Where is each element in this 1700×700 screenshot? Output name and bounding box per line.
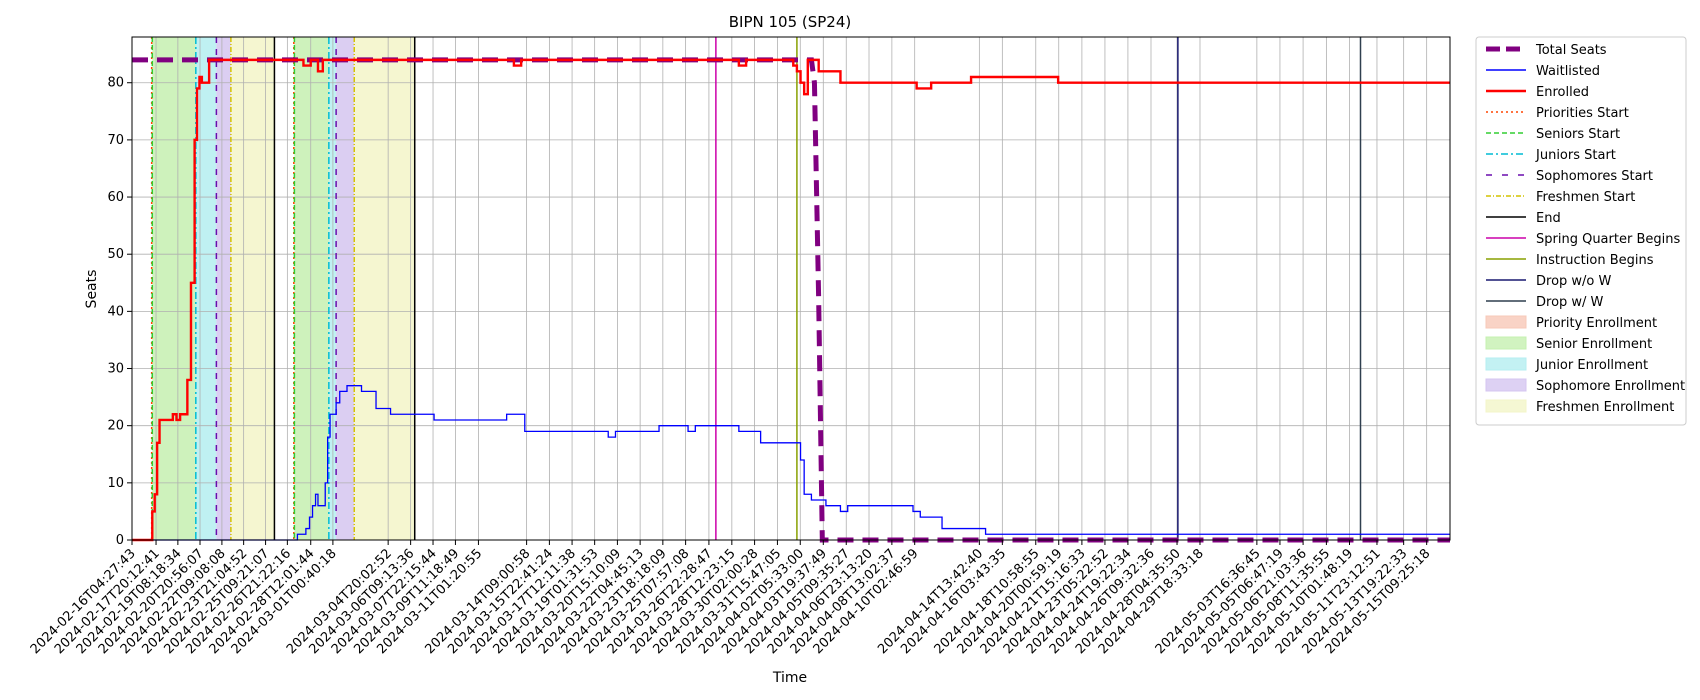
senior-enrollment-window xyxy=(152,37,196,540)
legend-label: Juniors Start xyxy=(1535,148,1616,163)
legend-label: Freshmen Start xyxy=(1536,190,1635,205)
legend-entry: Freshmen Start xyxy=(1486,190,1635,205)
series-enrolled xyxy=(132,58,1450,542)
y-tick-label: 40 xyxy=(107,304,124,319)
legend-swatch xyxy=(1485,378,1527,392)
junior-enrollment-window xyxy=(328,37,337,540)
legend-label: Sophomores Start xyxy=(1536,169,1653,184)
plot-frame xyxy=(131,36,1451,541)
legend-swatch xyxy=(1485,315,1527,329)
legend-swatch xyxy=(1485,336,1527,350)
event-lines xyxy=(150,37,1362,540)
legend-label: Enrolled xyxy=(1536,85,1589,100)
sophomore-enrollment-window xyxy=(336,37,355,540)
legend-label: Priority Enrollment xyxy=(1536,316,1657,331)
freshmen-enrollment-window xyxy=(354,37,415,540)
legend-entry: Enrolled xyxy=(1486,85,1589,100)
legend-box xyxy=(1475,36,1687,426)
y-axis-label: Seats xyxy=(84,270,100,309)
legend-entry: End xyxy=(1486,211,1561,226)
x-axis: 2024-02-16T04:27:432024-02-17T20:12:4120… xyxy=(28,540,1433,657)
chart-title: BIPN 105 (SP24) xyxy=(729,13,852,31)
legend-entry: Sophomores Start xyxy=(1486,169,1653,184)
legend-entry: Freshmen Enrollment xyxy=(1485,399,1674,415)
legend-label: Drop w/ W xyxy=(1536,295,1604,310)
grid xyxy=(131,37,1450,541)
y-tick-label: 30 xyxy=(107,362,124,377)
y-tick-label: 50 xyxy=(107,247,124,262)
legend-label: Drop w/o W xyxy=(1536,274,1612,289)
y-tick-label: 0 xyxy=(116,533,124,548)
legend-label: Total Seats xyxy=(1535,43,1607,58)
legend-label: Senior Enrollment xyxy=(1536,337,1652,352)
legend-entry: Spring Quarter Begins xyxy=(1486,232,1680,247)
legend-label: Junior Enrollment xyxy=(1535,358,1648,373)
y-tick-label: 60 xyxy=(107,190,124,205)
y-tick-label: 10 xyxy=(107,476,124,491)
y-tick-label: 80 xyxy=(107,76,124,91)
legend-entry: Drop w/ W xyxy=(1486,295,1604,310)
y-tick-label: 20 xyxy=(107,419,124,434)
legend-entry: Waitlisted xyxy=(1486,64,1600,79)
legend-swatch xyxy=(1485,399,1527,413)
legend-entry: Instruction Begins xyxy=(1486,253,1654,268)
legend-swatch xyxy=(1485,357,1527,371)
legend-entry: Juniors Start xyxy=(1486,148,1616,163)
enrollment-windows xyxy=(152,37,415,540)
legend-label: Spring Quarter Begins xyxy=(1536,232,1680,247)
x-axis-label: Time xyxy=(772,670,807,686)
legend-entry: Priorities Start xyxy=(1486,106,1629,121)
legend-entry: Sophomore Enrollment xyxy=(1485,378,1685,394)
freshmen-enrollment-window xyxy=(230,37,275,540)
legend-entry: Drop w/o W xyxy=(1486,274,1612,289)
legend-entry: Seniors Start xyxy=(1486,127,1620,142)
legend-entry: Senior Enrollment xyxy=(1485,336,1652,352)
legend-label: End xyxy=(1536,211,1561,226)
legend-label: Priorities Start xyxy=(1536,106,1629,121)
legend-entry: Total Seats xyxy=(1486,43,1607,58)
legend-entry: Priority Enrollment xyxy=(1485,315,1657,331)
y-axis: 0 10 20 30 40 50 60 70 80 xyxy=(107,76,132,548)
legend-label: Waitlisted xyxy=(1536,64,1600,79)
y-tick-label: 70 xyxy=(107,133,124,148)
legend-entry: Junior Enrollment xyxy=(1485,357,1648,373)
sophomore-enrollment-window xyxy=(216,37,231,540)
legend-label: Seniors Start xyxy=(1536,127,1620,142)
legend-label: Sophomore Enrollment xyxy=(1536,379,1685,394)
legend: Total Seats Waitlisted Enrolled Priorities … xyxy=(1475,36,1687,426)
legend-label: Freshmen Enrollment xyxy=(1536,400,1674,415)
senior-enrollment-window xyxy=(294,37,329,540)
junior-enrollment-window xyxy=(195,37,217,540)
legend-label: Instruction Begins xyxy=(1536,253,1654,268)
series-waitlisted xyxy=(132,385,1450,541)
